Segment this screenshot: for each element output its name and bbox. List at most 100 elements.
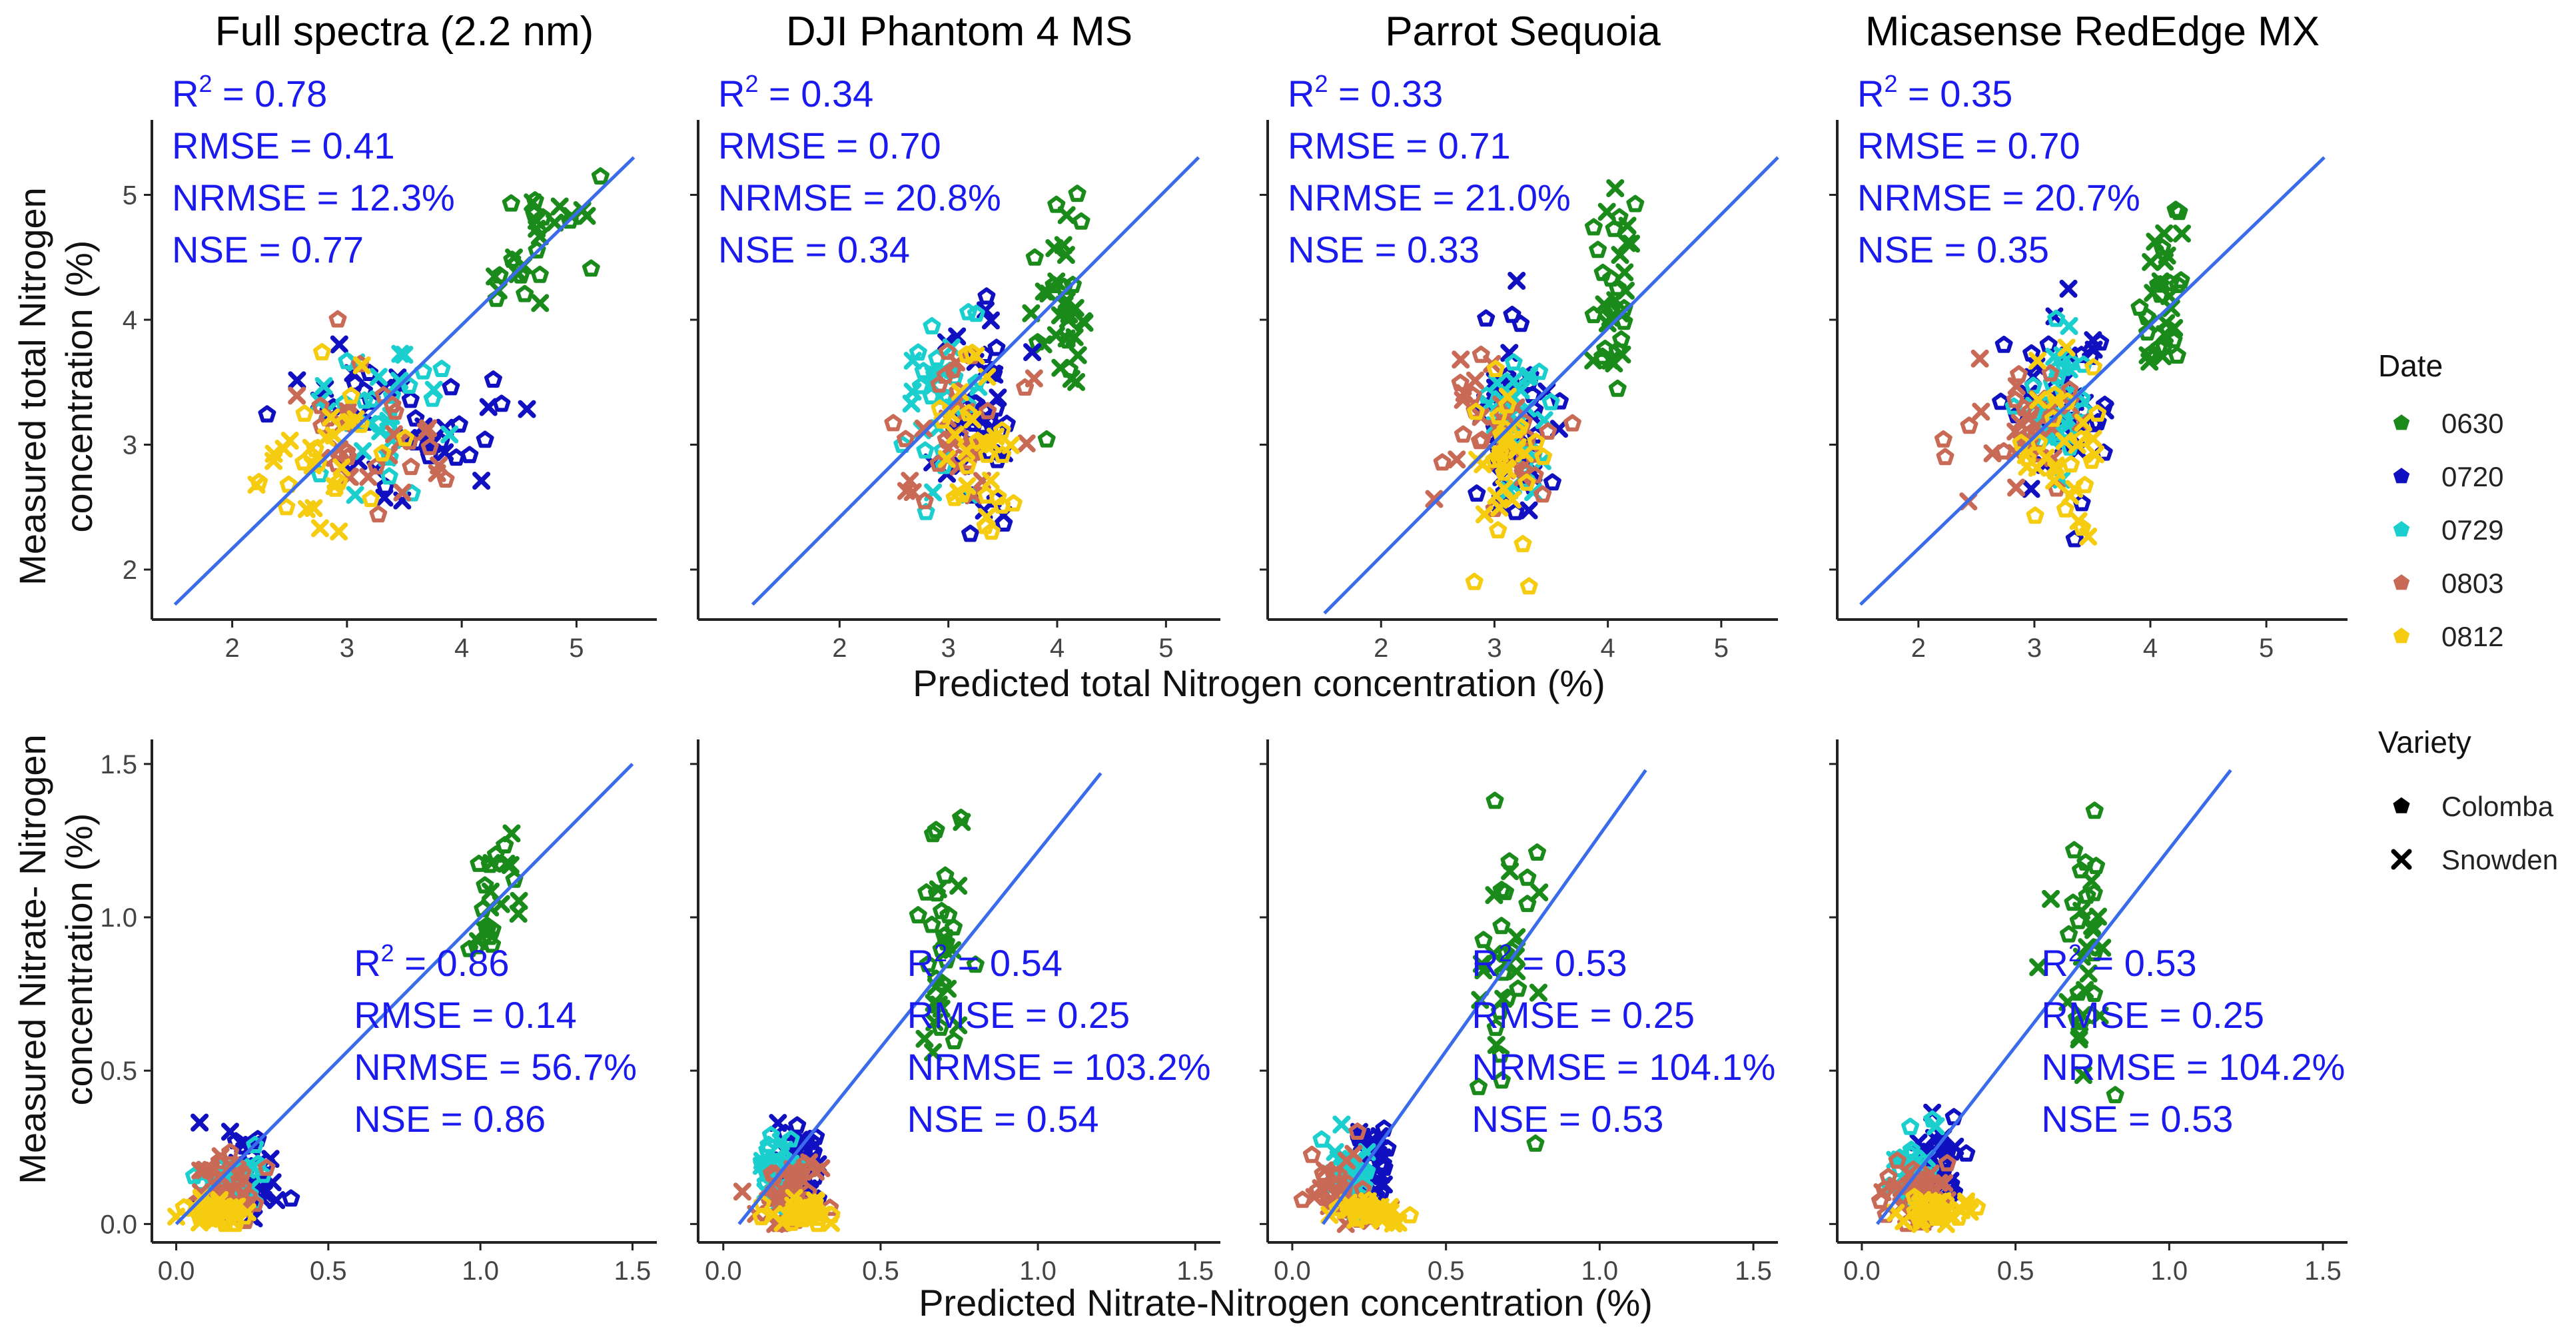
data-point-0720 — [987, 338, 1006, 356]
data-point-0630 — [490, 266, 509, 284]
data-point-0729 — [380, 448, 399, 466]
data-point-0630 — [927, 821, 945, 839]
data-point-0720 — [472, 472, 491, 490]
data-point-0630 — [924, 825, 942, 843]
row1-ylabel-line2: concentration (%) — [58, 240, 100, 533]
data-point-0803 — [2007, 478, 2026, 497]
data-point-0803 — [1348, 1122, 1367, 1140]
regression-line — [751, 156, 1200, 606]
stat-line: R2 = 0.78 — [172, 70, 327, 115]
data-point-0812 — [982, 522, 1001, 540]
x-tick-label: 2 — [224, 634, 239, 663]
data-point-0720 — [1507, 271, 1526, 290]
stat-line: NRMSE = 20.7% — [1857, 177, 2140, 219]
legend-variety-entries: Colomba Snowden — [2391, 791, 2558, 875]
data-point-0803 — [246, 1194, 264, 1212]
data-point-0812 — [330, 522, 348, 541]
data-point-0630 — [1617, 281, 1635, 300]
data-point-0630 — [923, 915, 941, 933]
data-point-0803 — [328, 310, 347, 328]
data-point-0630 — [516, 284, 534, 302]
data-point-0630 — [2168, 346, 2186, 364]
data-point-0630 — [530, 265, 549, 283]
data-point-0812 — [2029, 390, 2048, 409]
data-point-0630 — [1492, 1045, 1510, 1063]
y-tick-label: 1.5 — [100, 750, 137, 779]
data-point-0803 — [938, 342, 957, 360]
data-point-0630 — [510, 891, 528, 910]
x-tick-label: 3 — [2027, 634, 2042, 663]
data-point-0812 — [306, 440, 324, 458]
data-point-0803 — [944, 360, 963, 378]
data-point-0720 — [1543, 473, 1561, 491]
data-point-0630 — [1062, 370, 1080, 388]
data-point-0630 — [2064, 893, 2082, 911]
data-point-0803 — [1938, 1154, 1956, 1172]
data-point-0803 — [1472, 345, 1490, 363]
data-point-0630 — [591, 167, 610, 185]
data-point-0803 — [1936, 448, 1954, 466]
data-point-0720 — [484, 370, 502, 388]
x-tick-label: 5 — [1158, 634, 1173, 663]
data-point-0729 — [1332, 1115, 1351, 1134]
x-tick-label: 0.5 — [310, 1256, 347, 1286]
x-tick-label: 0.5 — [862, 1256, 899, 1286]
data-point-0812 — [993, 446, 1012, 463]
data-point-0630 — [925, 994, 943, 1013]
data-point-0812 — [2026, 506, 2044, 524]
data-point-0812 — [2073, 518, 2092, 536]
data-point-0812 — [1519, 577, 1538, 595]
data-point-0729 — [395, 345, 414, 364]
data-point-0630 — [949, 1016, 968, 1035]
data-point-0812 — [1517, 473, 1536, 491]
data-point-0812 — [764, 1205, 783, 1224]
data-point-0720 — [1992, 392, 2010, 410]
data-point-0720 — [1519, 501, 1538, 520]
data-point-0812 — [2056, 500, 2074, 518]
data-point-0720 — [518, 400, 536, 418]
data-point-0812 — [2088, 404, 2107, 422]
x-tick-label: 4 — [2143, 634, 2158, 663]
data-point-0812 — [1001, 436, 1020, 454]
data-point-0729 — [1520, 366, 1539, 385]
data-point-0630 — [931, 1019, 950, 1036]
data-point-0812 — [958, 456, 977, 474]
data-point-0812 — [277, 498, 296, 516]
data-point-0630 — [2084, 883, 2103, 901]
stat-line: NSE = 0.53 — [1472, 1098, 1663, 1140]
data-point-0812 — [2055, 432, 2074, 450]
legend-date-swatch-icon — [2393, 574, 2410, 590]
stat-line: RMSE = 0.25 — [1472, 994, 1695, 1036]
data-point-0803 — [915, 492, 934, 510]
data-point-0803 — [1425, 490, 1444, 508]
data-point-0630 — [2138, 308, 2156, 325]
x-tick-label: 3 — [340, 634, 354, 663]
data-point-0803 — [1293, 1190, 1312, 1208]
data-point-0803 — [369, 505, 388, 523]
data-point-0630 — [476, 876, 494, 894]
data-point-0630 — [952, 808, 970, 826]
panels: Full spectra (2.2 nm) 2 3 4 5 2 3 4 5 R2 = 0.78 RM… — [100, 9, 2348, 1286]
data-point-0803 — [1539, 422, 1557, 440]
data-point-0803 — [359, 468, 378, 486]
regression-line — [1876, 769, 2232, 1225]
data-point-0630 — [1497, 943, 1515, 961]
data-point-0720 — [267, 1191, 286, 1210]
legend-date-0803: 0803 — [2393, 568, 2503, 599]
data-point-0812 — [1358, 1192, 1377, 1210]
data-point-0720 — [2022, 480, 2040, 498]
data-point-0630 — [2042, 889, 2060, 908]
legend-date-label: 0803 — [2441, 568, 2503, 599]
data-point-0630 — [1597, 203, 1616, 221]
data-point-0729 — [893, 436, 912, 453]
data-point-0803 — [2041, 364, 2060, 382]
data-point-0729 — [762, 1126, 780, 1144]
row2-ylabel-line1: Measured Nitrate- Nitrogen — [11, 734, 53, 1184]
legend-date-label: 0812 — [2441, 621, 2503, 652]
data-point-0803 — [1302, 1145, 1321, 1163]
data-point-0812 — [1486, 360, 1505, 378]
data-point-0812 — [295, 404, 314, 422]
data-point-0812 — [2072, 430, 2090, 448]
row2-xlabel: Predicted Nitrate-Nitrogen concentration… — [919, 1282, 1653, 1324]
